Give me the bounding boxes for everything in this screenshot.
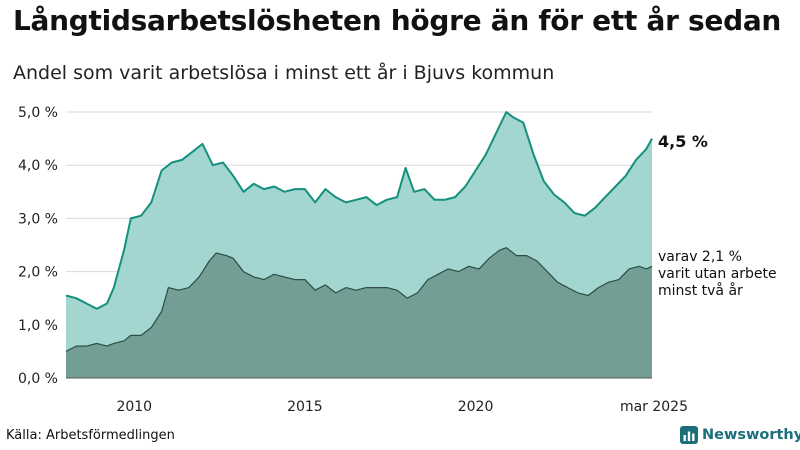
x-tick-label: 2015	[287, 399, 323, 415]
y-tick-label: 1,0 %	[18, 318, 58, 334]
long-term-area	[66, 247, 652, 378]
chart-title: Långtidsarbetslösheten högre än för ett …	[13, 4, 782, 37]
total-line	[65, 111, 653, 310]
newsworthy-logo[interactable]: Newsworthy	[680, 426, 800, 444]
source-note: Källa: Arbetsförmedlingen	[6, 428, 175, 443]
y-tick-label: 0,0 %	[18, 371, 58, 387]
y-tick-label: 5,0 %	[18, 105, 58, 121]
long-term-label-line1: varav 2,1 %	[658, 249, 742, 265]
x-tick-label: 2020	[458, 399, 494, 415]
long-term-label-line2: varit utan arbete	[658, 266, 777, 282]
y-axis: 0,0 % 1,0 % 2,0 % 3,0 % 4,0 % 5,0 %	[18, 105, 58, 387]
x-tick-label: mar 2025	[620, 399, 688, 415]
bar-chart-icon	[680, 426, 698, 444]
total-value-label: 4,5 %	[658, 132, 708, 151]
brand-name: Newsworthy	[702, 427, 800, 443]
long-term-line	[65, 247, 653, 352]
y-tick-label: 4,0 %	[18, 158, 58, 174]
y-tick-label: 2,0 %	[18, 265, 58, 281]
x-axis: 2010 2015 2020 mar 2025	[66, 377, 688, 415]
chart-subtitle: Andel som varit arbetslösa i minst ett å…	[13, 62, 555, 84]
series-areas	[65, 111, 653, 378]
y-tick-label: 3,0 %	[18, 211, 58, 227]
long-term-label-line3: minst två år	[658, 282, 743, 299]
x-tick-label: 2010	[116, 399, 152, 415]
end-labels: 4,5 % varav 2,1 % varit utan arbete mins…	[658, 132, 777, 299]
